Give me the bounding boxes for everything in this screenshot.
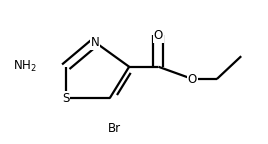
Text: S: S <box>62 92 69 105</box>
Text: O: O <box>188 73 197 86</box>
Text: O: O <box>154 29 163 42</box>
Text: NH$_2$: NH$_2$ <box>13 59 36 74</box>
Text: Br: Br <box>108 122 121 135</box>
Text: N: N <box>91 36 99 49</box>
